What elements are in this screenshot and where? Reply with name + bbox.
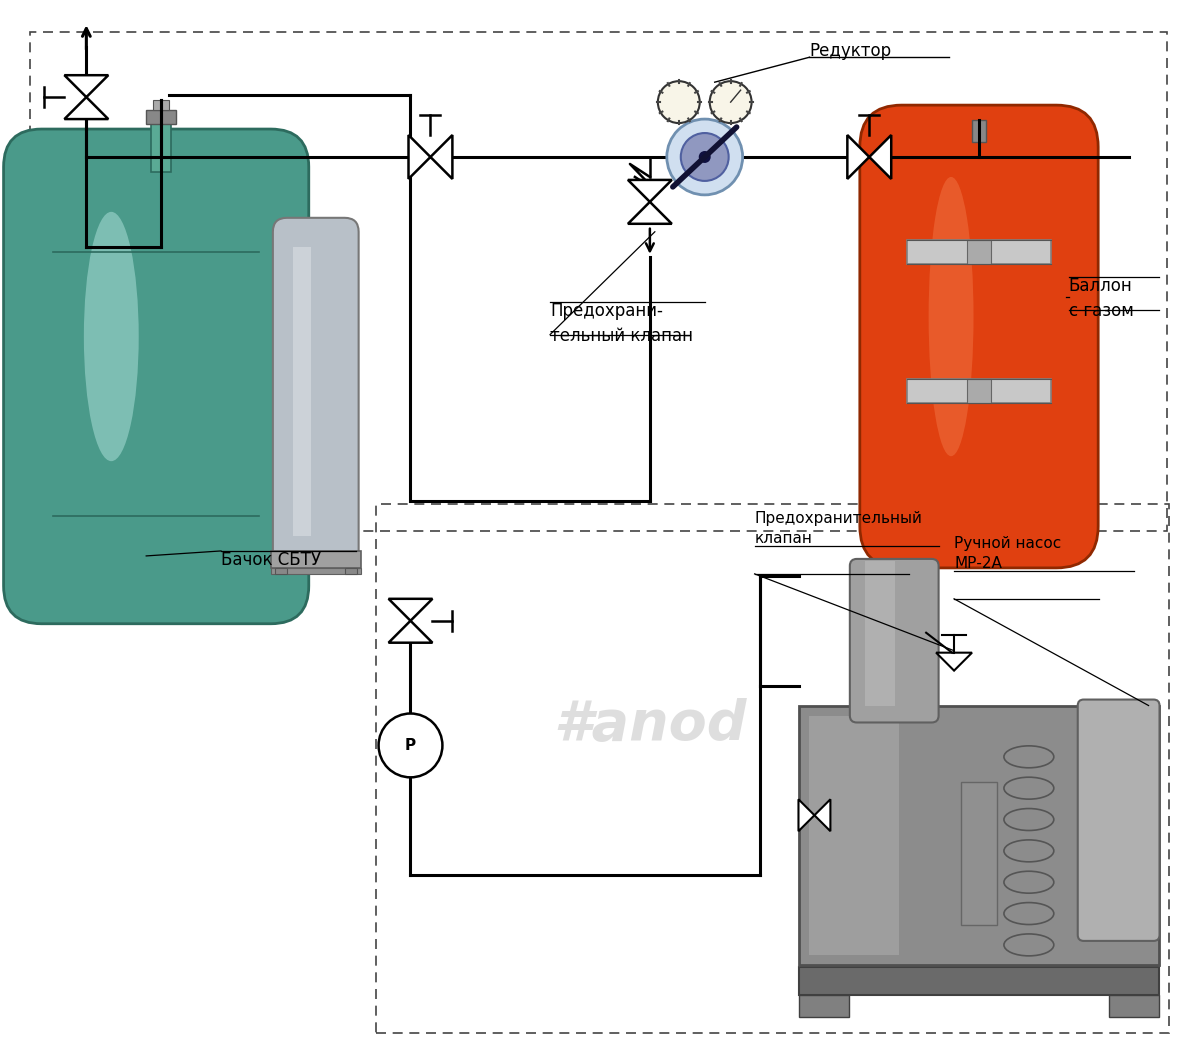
Polygon shape	[408, 135, 431, 178]
Polygon shape	[847, 135, 869, 178]
Bar	[810, 716, 899, 955]
Bar	[799, 967, 1158, 995]
Bar	[961, 782, 997, 925]
FancyBboxPatch shape	[907, 379, 1051, 403]
Bar	[151, 117, 172, 172]
Polygon shape	[798, 799, 815, 831]
Bar	[967, 379, 991, 403]
Text: Бачок СБТУ: Бачок СБТУ	[221, 551, 320, 569]
Polygon shape	[936, 653, 972, 671]
Circle shape	[658, 81, 700, 124]
Polygon shape	[389, 599, 432, 621]
Text: #anod: #anod	[553, 698, 746, 753]
Bar	[1109, 995, 1158, 1017]
Ellipse shape	[929, 177, 973, 456]
Polygon shape	[389, 621, 432, 643]
FancyBboxPatch shape	[860, 106, 1098, 568]
Polygon shape	[815, 799, 830, 831]
Text: P: P	[404, 738, 416, 753]
Circle shape	[698, 151, 710, 163]
Polygon shape	[65, 75, 108, 97]
Bar	[344, 568, 356, 573]
Bar	[293, 247, 311, 536]
FancyBboxPatch shape	[907, 240, 1051, 264]
Bar	[967, 240, 991, 264]
Circle shape	[667, 119, 743, 195]
FancyBboxPatch shape	[4, 129, 308, 624]
Bar	[271, 551, 361, 568]
Text: Предохранительный
клапан: Предохранительный клапан	[755, 511, 923, 546]
Bar	[972, 120, 986, 142]
Bar	[799, 705, 1158, 965]
FancyBboxPatch shape	[850, 559, 938, 722]
Bar	[154, 100, 169, 110]
Bar	[275, 568, 287, 573]
Circle shape	[709, 81, 751, 124]
Polygon shape	[869, 135, 892, 178]
FancyBboxPatch shape	[272, 218, 359, 565]
Bar	[799, 995, 850, 1017]
Polygon shape	[628, 202, 672, 224]
Polygon shape	[431, 135, 452, 178]
Circle shape	[378, 714, 443, 777]
Text: Ручной насос
МР-2А: Ручной насос МР-2А	[954, 536, 1061, 571]
Polygon shape	[628, 180, 672, 202]
Circle shape	[680, 133, 728, 181]
Bar	[271, 568, 361, 573]
Text: Предохрани-
тельный клапан: Предохрани- тельный клапан	[550, 302, 694, 344]
Text: Редуктор: Редуктор	[810, 42, 892, 60]
Bar	[865, 561, 895, 705]
Bar	[146, 110, 176, 124]
Ellipse shape	[84, 212, 139, 461]
Text: Баллон
с газом: Баллон с газом	[1069, 277, 1134, 320]
FancyBboxPatch shape	[1078, 699, 1159, 941]
Polygon shape	[65, 97, 108, 119]
